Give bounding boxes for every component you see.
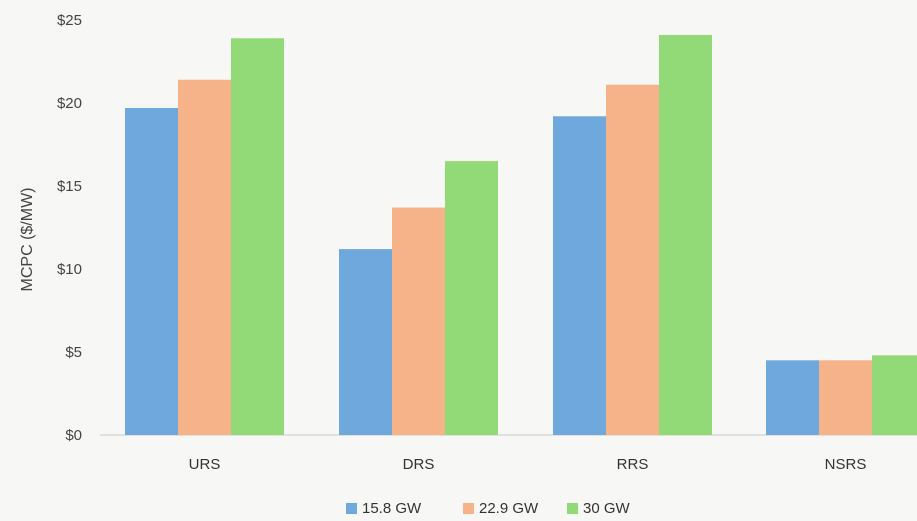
bar	[392, 207, 445, 435]
bar	[606, 84, 659, 436]
legend-label: 22.9 GW	[479, 500, 539, 517]
legend-label: 30 GW	[583, 500, 631, 517]
bar	[553, 116, 606, 435]
legend-label: 15.8 GW	[362, 500, 422, 517]
x-tick-label: URS	[189, 456, 221, 473]
bar	[231, 38, 284, 435]
y-tick-label: $5	[65, 344, 82, 361]
bar	[339, 249, 392, 435]
x-tick-label: RRS	[617, 456, 649, 473]
y-tick-label: $20	[57, 95, 82, 112]
legend-swatch	[463, 503, 474, 514]
legend: 15.8 GW 22.9 GW 30 GW	[346, 500, 631, 517]
legend-swatch	[346, 503, 357, 514]
x-tick-label: DRS	[403, 456, 435, 473]
y-tick-label: $25	[57, 12, 82, 29]
x-tick-label: NSRS	[825, 456, 867, 473]
y-tick-label: $0	[65, 427, 82, 444]
bar	[819, 360, 872, 435]
bar	[872, 355, 917, 435]
legend-swatch	[567, 503, 578, 514]
bar	[659, 34, 712, 435]
bar	[445, 161, 498, 435]
y-axis-title: MCPC ($/MW)	[19, 188, 36, 292]
bar	[766, 360, 819, 435]
bar	[178, 79, 231, 435]
bar	[125, 107, 178, 435]
y-tick-label: $15	[57, 178, 82, 195]
y-tick-label: $10	[57, 261, 82, 278]
